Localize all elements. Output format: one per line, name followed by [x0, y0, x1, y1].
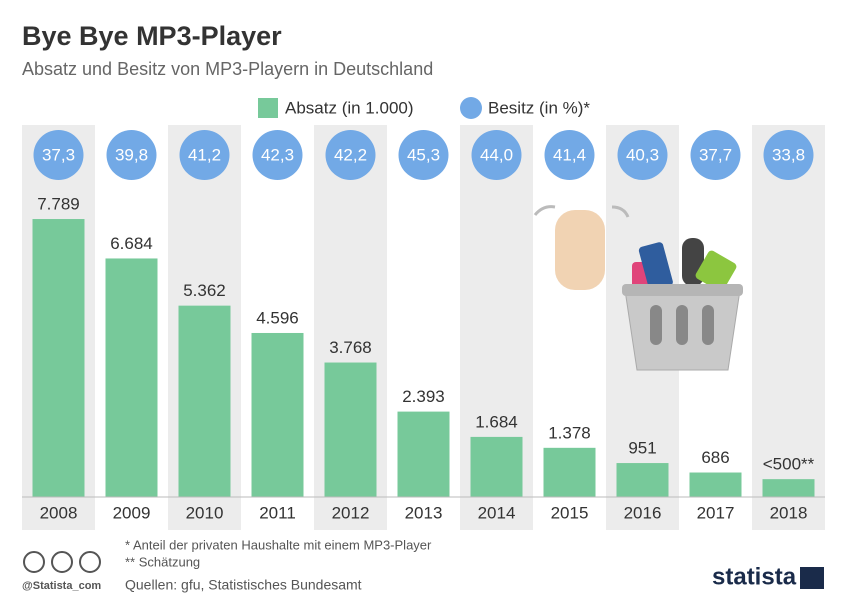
- bar: [397, 411, 450, 497]
- value-label: 3.768: [329, 338, 372, 357]
- basket-hole: [676, 305, 688, 345]
- player: [695, 250, 737, 292]
- basket-hole: [650, 305, 662, 345]
- note: ** Schätzung: [125, 554, 200, 569]
- legend-label: Absatz (in 1.000): [285, 98, 414, 117]
- value-label: 686: [701, 448, 729, 467]
- wave: [533, 205, 630, 218]
- share-bubble: [252, 130, 303, 180]
- cc-icons: [23, 551, 101, 573]
- x-tick-label: 2009: [113, 503, 151, 522]
- x-tick-label: 2010: [186, 503, 224, 522]
- note: * Anteil der privaten Haushalte mit eine…: [125, 537, 432, 552]
- value-label: 42,2: [334, 145, 367, 164]
- legend-label: Besitz (in %)*: [488, 98, 590, 117]
- value-label: 5.362: [183, 281, 226, 300]
- share-bubble: [544, 130, 595, 180]
- x-tick-label: 2016: [624, 503, 662, 522]
- value-label: 41,2: [188, 145, 221, 164]
- value-label: 39,8: [115, 145, 148, 164]
- chart-subtitle: Absatz und Besitz von MP3-Playern in Deu…: [22, 59, 433, 79]
- x-tick-label: 2013: [405, 503, 443, 522]
- value-label: 42,3: [261, 145, 294, 164]
- share-bubble: [179, 130, 230, 180]
- share-bubble: [398, 130, 449, 180]
- value-label: 6.684: [110, 234, 153, 253]
- share-bubble: [471, 130, 522, 180]
- value-label: 4.596: [256, 308, 299, 327]
- x-tick-label: 2011: [259, 503, 296, 522]
- value-label: 44,0: [480, 145, 513, 164]
- x-tick-label: 2012: [332, 503, 370, 522]
- bar: [32, 219, 85, 497]
- value-label: 37,3: [42, 145, 75, 164]
- legend-swatch: [258, 98, 278, 118]
- bar: [762, 479, 815, 497]
- column-stripe: [752, 125, 825, 530]
- value-label: 1.684: [475, 412, 518, 431]
- value-label: 45,3: [407, 145, 440, 164]
- value-label: 1.378: [548, 423, 591, 442]
- player: [638, 242, 673, 291]
- value-label: 951: [628, 439, 656, 458]
- bar: [470, 436, 523, 497]
- illustration: [533, 205, 743, 371]
- icon: [51, 551, 73, 573]
- value-label: 41,4: [553, 145, 586, 164]
- brand-logo: [800, 567, 824, 589]
- value-label: 33,8: [772, 145, 805, 164]
- chart-title: Bye Bye MP3-Player: [22, 21, 282, 51]
- legend-swatch: [460, 97, 482, 119]
- value-label: 40,3: [626, 145, 659, 164]
- share-bubble: [690, 130, 741, 180]
- icon: [79, 551, 101, 573]
- credit: @Statista_com: [22, 580, 101, 592]
- x-tick-label: 2018: [770, 503, 808, 522]
- share-bubble: [763, 130, 814, 180]
- basket-hole: [702, 305, 714, 345]
- bar: [251, 332, 304, 497]
- value-label: 37,7: [699, 145, 732, 164]
- bar: [689, 472, 742, 497]
- share-bubble: [106, 130, 157, 180]
- share-bubble: [325, 130, 376, 180]
- bar: [324, 362, 377, 497]
- bar: [543, 447, 596, 497]
- brand: statista: [712, 563, 797, 590]
- bar: [178, 305, 231, 497]
- value-label: 7.789: [37, 195, 80, 214]
- value-label: <500**: [763, 455, 815, 474]
- x-tick-label: 2008: [40, 503, 78, 522]
- x-tick-label: 2015: [551, 503, 589, 522]
- share-bubble: [617, 130, 668, 180]
- basket-rim: [622, 284, 743, 296]
- hand: [555, 210, 605, 290]
- source: Quellen: gfu, Statistisches Bundesamt: [125, 577, 362, 593]
- icon: [23, 551, 45, 573]
- share-bubble: [33, 130, 84, 180]
- value-label: 2.393: [402, 387, 445, 406]
- x-tick-label: 2014: [478, 503, 516, 522]
- x-tick-label: 2017: [697, 503, 735, 522]
- bar: [105, 258, 158, 497]
- bar: [616, 463, 669, 497]
